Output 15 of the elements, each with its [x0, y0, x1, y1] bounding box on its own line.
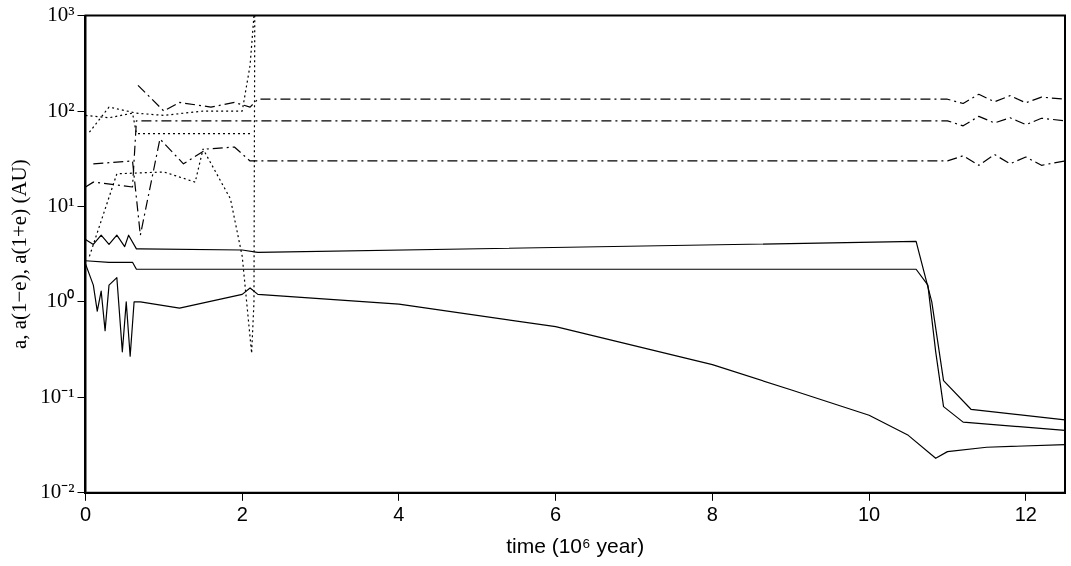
x-tick-label: 8: [706, 503, 718, 526]
y-tick-label: 10⁻²: [40, 479, 75, 504]
y-tick-label: 10³: [47, 2, 75, 27]
x-tick-label: 2: [236, 503, 248, 526]
x-tick-label: 10: [857, 503, 881, 526]
x-tick-label: 6: [550, 503, 562, 526]
x-axis-title: time (10⁶ year): [506, 534, 645, 558]
y-tick-label: 10²: [47, 97, 75, 122]
y-tick-label: 10⁻¹: [40, 383, 75, 408]
y-axis-title: a, a(1−e), a(1+e) (AU): [7, 159, 32, 350]
x-tick-label: 4: [393, 503, 405, 526]
x-tick-label: 12: [1014, 503, 1037, 526]
x-tick-label: 0: [79, 503, 92, 526]
y-tick-label: 10⁰: [46, 288, 75, 313]
y-tick-label: 10¹: [47, 193, 75, 217]
